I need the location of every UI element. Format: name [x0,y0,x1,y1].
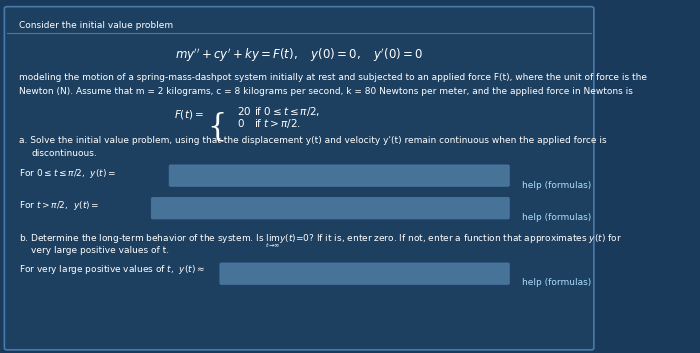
Text: help (formulas): help (formulas) [522,213,592,222]
Text: Newton (N). Assume that m = 2 kilograms, c = 8 kilograms per second, k = 80 Newt: Newton (N). Assume that m = 2 kilograms,… [20,87,633,96]
Text: For $t > \pi/2$,  $y(t) =$: For $t > \pi/2$, $y(t) =$ [20,199,99,212]
FancyBboxPatch shape [220,263,510,285]
FancyBboxPatch shape [4,7,594,350]
Text: modeling the motion of a spring-mass-dashpot system initially at rest and subjec: modeling the motion of a spring-mass-das… [20,73,648,82]
Text: b. Determine the long-term behavior of the system. Is $\lim_{t \to \infty} y(t) : b. Determine the long-term behavior of t… [20,233,622,250]
Text: $20$: $20$ [237,105,251,117]
Text: $my'' + cy' + ky = F(t), \quad y(0) = 0, \quad y'(0) = 0$: $my'' + cy' + ky = F(t), \quad y(0) = 0,… [175,47,424,64]
Text: discontinuous.: discontinuous. [32,149,97,158]
Text: $0$: $0$ [237,117,244,129]
Text: help (formulas): help (formulas) [522,181,592,190]
Text: For $0 \leq t \leq \pi/2$,  $y(t) =$: For $0 \leq t \leq \pi/2$, $y(t) =$ [20,167,116,180]
Text: if $0 \leq t \leq \pi/2,$: if $0 \leq t \leq \pi/2,$ [255,105,321,118]
Text: {: { [206,112,226,143]
FancyBboxPatch shape [151,198,510,219]
Text: if $t > \pi/2.$: if $t > \pi/2.$ [255,117,301,130]
Text: a. Solve the initial value problem, using that the displacement y(t) and velocit: a. Solve the initial value problem, usin… [20,136,607,145]
Text: help (formulas): help (formulas) [522,278,592,287]
Text: very large positive values of t.: very large positive values of t. [32,246,169,255]
Text: $F(t) = $: $F(t) = $ [174,108,204,121]
Text: Consider the initial value problem: Consider the initial value problem [20,21,174,30]
Text: For very large positive values of $t$,  $y(t) \approx$: For very large positive values of $t$, $… [20,263,205,276]
FancyBboxPatch shape [169,165,510,186]
